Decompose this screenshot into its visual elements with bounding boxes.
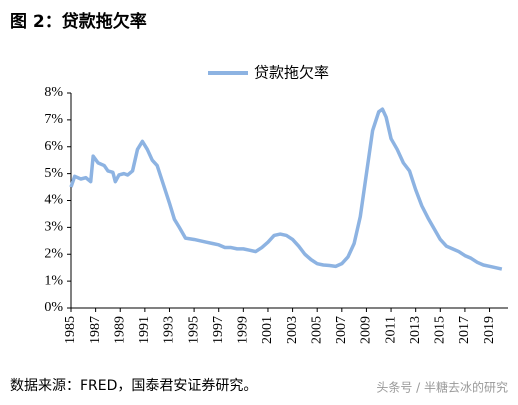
y-tick-label: 8%: [44, 85, 63, 100]
y-tick-label: 7%: [44, 112, 63, 127]
y-tick-label: 6%: [44, 139, 63, 154]
x-tick-label: 2007: [334, 316, 349, 344]
x-tick-label: 2005: [309, 316, 324, 344]
x-tick-label: 2009: [359, 316, 374, 344]
x-tick-label: 1997: [211, 316, 226, 344]
y-tick-label: 1%: [44, 273, 63, 288]
x-tick-label: 2003: [285, 316, 300, 344]
chart-title: 图 2：贷款拖欠率: [10, 11, 147, 32]
x-tick-label: 2011: [383, 316, 398, 343]
x-tick-label: 1993: [162, 316, 177, 344]
x-tick-label: 2013: [408, 316, 423, 344]
data-line: [69, 107, 503, 271]
source-note: 数据来源：FRED，国泰君安证券研究。: [10, 378, 257, 394]
x-tick-label: 2001: [260, 316, 275, 344]
x-tick-label: 2019: [482, 316, 497, 344]
x-tick-label: 2015: [433, 316, 448, 344]
y-tick-label: 4%: [44, 193, 63, 208]
x-tick-label: 1991: [137, 316, 152, 344]
legend-label: 贷款拖欠率: [254, 64, 329, 82]
x-tick-label: 1995: [186, 316, 201, 344]
x-tick-label: 1985: [63, 316, 78, 344]
x-tick-label: 1987: [88, 316, 103, 344]
y-tick-label: 3%: [44, 220, 63, 235]
watermark: 头条号 / 半糖去冰的研究: [376, 380, 508, 395]
x-tick-label: 1989: [112, 316, 127, 344]
x-tick-label: 2017: [457, 316, 472, 344]
y-tick-label: 2%: [44, 246, 63, 261]
y-tick-label: 5%: [44, 166, 63, 181]
x-tick-label: 1999: [236, 316, 251, 344]
y-tick-label: 0%: [44, 300, 63, 315]
